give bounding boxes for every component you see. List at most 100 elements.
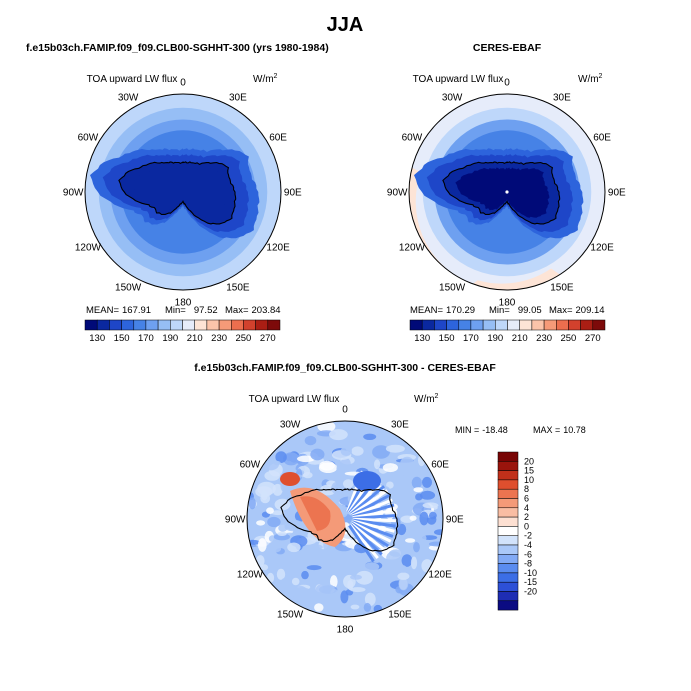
panel-c-lon-label: 90E: [446, 515, 464, 526]
panel-c-lon-label: 60W: [240, 460, 261, 471]
panel-b-title: CERES-EBAF: [473, 42, 542, 54]
panel-c-colorbar-box: [497, 461, 519, 471]
panel-b-lon-label: 150E: [550, 283, 574, 294]
panel-b-colorbar-box: [519, 319, 533, 331]
panel-c-cell: [329, 439, 340, 446]
panel-c-cell: [355, 570, 373, 585]
panel-c-cell: [271, 510, 285, 516]
panel-b-colorbar-tick: 270: [585, 333, 601, 344]
panel-c-streak: [351, 520, 394, 538]
panel-b-colorbar-box: [495, 319, 508, 331]
panel-a-colorbar-tick: 210: [187, 333, 203, 344]
panel-c-colorbar-box: [497, 563, 519, 574]
panel-b-lon-label: 30W: [442, 92, 463, 103]
panel-b-lon-label: 60E: [593, 133, 611, 144]
panel-c-streak: [352, 518, 396, 528]
panel-b-colorbar-tick: 150: [439, 333, 455, 344]
panel-a-lon-label: 30W: [118, 92, 139, 103]
panel-c-lon-label: 90W: [225, 515, 246, 526]
panel-c-cell: [428, 541, 443, 547]
panel-c-cell: [323, 554, 331, 561]
panel-c-streak: [352, 508, 396, 520]
panel-b-pole-dot: [505, 190, 509, 194]
panel-b-variable-label: TOA upward LW flux: [413, 74, 504, 85]
panel-c-title: f.e15b03ch.FAMIP.f09_f09.CLB00-SGHHT-300…: [194, 362, 496, 374]
panel-a-colorbar-box: [157, 319, 171, 331]
panel-b-colorbar-box: [409, 319, 423, 331]
panel-c-cell: [291, 577, 300, 586]
panel-b-lon-label: 180: [499, 297, 516, 308]
panel-b-colorbar-box: [556, 319, 569, 331]
panel-c-cell: [301, 570, 309, 580]
panel-c-map: TOA upward LW flux W/m2 0 30E 60E 90E 120E 15…: [225, 393, 586, 635]
panel-a-colorbar: 130 150 170 190 210 230 250 270: [84, 319, 281, 344]
panel-c-cell: [429, 511, 437, 520]
panel-b-coastline: [442, 161, 561, 225]
panel-c-colorbar-box: [497, 554, 519, 564]
panel-c-streak: [350, 485, 386, 516]
panel-c-cell: [304, 435, 317, 446]
panel-a-lon-label: 60W: [78, 133, 99, 144]
panel-a-contour-3: [131, 167, 226, 218]
panel-c-cell: [267, 516, 281, 528]
panel-c-colorbar-box: [497, 572, 519, 583]
panel-c-cell: [276, 568, 286, 580]
panel-c-units-label: W/m2: [414, 393, 439, 405]
panel-b-coast-line: [442, 161, 561, 225]
panel-c-cell: [283, 452, 300, 466]
panel-c-cell: [422, 476, 432, 488]
panel-a-lon-label: 120E: [266, 242, 290, 253]
panel-c-streak: [351, 498, 393, 518]
panel-a-colorbar-tick: 250: [235, 333, 251, 344]
panel-c-cell: [266, 507, 274, 514]
panel-a-colorbar-box: [218, 319, 232, 331]
panel-c-coast-line: [280, 488, 399, 552]
panel-c-streak: [352, 503, 395, 519]
panel-b-lon-label: 150W: [439, 283, 466, 294]
panel-b-colorbar-box: [470, 319, 484, 331]
panel-b-lon-label: 90E: [608, 188, 626, 199]
panel-b-colorbar-box: [543, 319, 557, 331]
panel-a-mean: MEAN= 167.91: [86, 305, 151, 316]
panel-b-colorbar-tick: 130: [414, 333, 430, 344]
panel-c-cell: [389, 549, 404, 557]
panel-c-cell: [335, 558, 343, 572]
panel-b-colorbar-box: [434, 319, 447, 331]
panel-c-streak: [350, 522, 387, 552]
panel-c-cell: [405, 462, 416, 467]
panel-a-field: [85, 94, 281, 290]
panel-c-streak: [348, 524, 375, 563]
panel-c-colorbar-tick: 4: [524, 503, 529, 513]
panel-c-cell: [319, 460, 335, 471]
panel-a-colorbar-box: [84, 319, 98, 331]
panel-c-colorbar-box: [497, 470, 519, 481]
panel-a-units-label: W/m2: [253, 73, 278, 85]
panel-b-colorbar-tick: 230: [536, 333, 552, 344]
panel-c-lon-label: 30E: [391, 419, 409, 430]
panel-c-cell: [374, 459, 381, 470]
panel-c-streak: [351, 493, 391, 517]
panel-c-cell: [303, 471, 313, 479]
panel-c-cell: [350, 604, 360, 610]
panel-c-cell: [257, 538, 267, 552]
panel-c-cell: [419, 511, 429, 526]
panel-c-cell: [330, 575, 338, 589]
panel-a-colorbar-box: [182, 319, 195, 331]
panel-c-cell: [434, 529, 443, 536]
panel-c-colorbar-tick: 10: [524, 475, 534, 485]
panel-c-colorbar-box: [497, 488, 519, 499]
panel-a-colorbar-tick: 130: [89, 333, 105, 344]
panel-b-lon-label: 0: [504, 78, 510, 89]
panel-c-cell: [340, 446, 352, 456]
panel-a-colorbar-tick: 150: [114, 333, 130, 344]
panel-c-streak: [352, 517, 396, 523]
panel-c-cell: [330, 589, 339, 597]
panel-c-cell: [422, 502, 439, 509]
panel-a-colorbar-box: [96, 319, 110, 331]
panel-c-cell: [412, 533, 427, 543]
panel-b-colorbar-tick: 210: [512, 333, 528, 344]
panel-c-cell: [382, 463, 398, 473]
panel-c-colorbar-box: [497, 591, 519, 602]
panel-a-lon-label: 90W: [63, 188, 84, 199]
panel-c-lon-label: 150W: [277, 610, 304, 621]
